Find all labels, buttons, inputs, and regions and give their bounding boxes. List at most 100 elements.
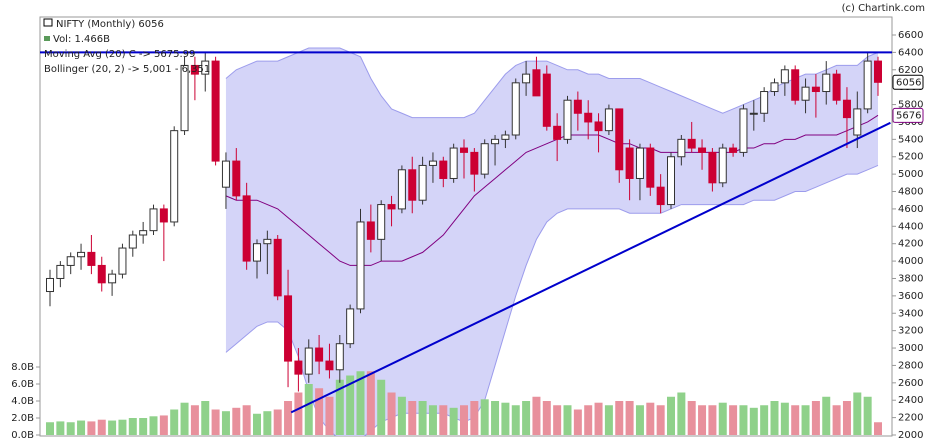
moving-average	[225, 114, 879, 266]
candle-body	[139, 230, 148, 236]
candle-body	[56, 264, 65, 279]
volume-tick-label: 2.0B	[11, 413, 34, 424]
volume-bar	[387, 392, 396, 435]
candle-body	[801, 86, 810, 101]
candle-body	[377, 204, 386, 240]
volume-bar	[221, 411, 230, 435]
candle-body	[635, 147, 644, 179]
candle-body	[46, 277, 54, 293]
y-tick-label: 2000	[898, 430, 923, 438]
volume-bar	[97, 419, 106, 435]
candle-body	[449, 147, 458, 179]
volume-bar	[553, 405, 562, 435]
volume-bar	[346, 375, 355, 435]
candle-body	[170, 130, 179, 223]
volume-bar	[501, 402, 510, 435]
volume-bar	[801, 405, 810, 435]
volume-bar	[522, 401, 531, 435]
y-tick-label: 2400	[898, 395, 923, 406]
volume-bar	[128, 418, 137, 435]
volume-bar	[460, 405, 468, 435]
y-tick-label: 2800	[898, 360, 923, 371]
candle-body	[87, 251, 96, 266]
volume-bar	[739, 405, 748, 435]
volume-bar	[211, 409, 220, 435]
y-tick-label: 4200	[898, 239, 923, 250]
candle-body	[128, 234, 137, 249]
volume-bar	[315, 388, 324, 435]
volume-bar	[335, 379, 344, 435]
legend-bollinger: Bollinger (20, 2) -> 5,001 - 6,351	[44, 64, 210, 75]
y-tick-label: 5000	[898, 169, 923, 180]
y-tick-label: 4800	[898, 187, 923, 198]
volume-bar	[542, 401, 551, 435]
volume-bar	[863, 396, 872, 435]
candle-body	[325, 360, 334, 371]
volume-bar	[615, 401, 624, 435]
volume-bar	[604, 405, 613, 435]
legend-icon	[44, 36, 50, 41]
candle-body	[542, 73, 551, 127]
candle-body	[832, 73, 841, 101]
volume-bar	[149, 416, 158, 435]
candle-body	[304, 347, 313, 375]
candle-body	[770, 82, 779, 93]
candle-body	[221, 160, 230, 188]
volume-bar	[687, 401, 696, 435]
candle-body	[263, 238, 272, 245]
volume-bar	[108, 420, 117, 435]
candle-body	[273, 238, 282, 297]
candle-body	[553, 125, 562, 140]
volume-bar	[232, 407, 241, 435]
volume-bar	[356, 371, 365, 435]
candle-body	[511, 82, 520, 136]
volume-bar	[190, 405, 199, 435]
volume-bar	[656, 405, 665, 435]
volume-bar	[118, 419, 127, 435]
volume-bar	[635, 405, 644, 435]
candle-body	[190, 64, 199, 75]
volume-bar	[449, 407, 458, 435]
candle-body	[698, 147, 707, 153]
bollinger-band	[225, 48, 878, 436]
candle-body	[232, 160, 241, 197]
volume-bar	[180, 402, 189, 435]
volume-bar	[594, 402, 603, 435]
volume-bar	[170, 409, 179, 435]
candle-body	[470, 151, 479, 175]
candle-body	[646, 147, 655, 188]
volume-bar	[273, 409, 282, 435]
volume-bar	[366, 371, 375, 435]
volume-tick-label: 6.0B	[11, 379, 34, 390]
volume-bar	[304, 384, 313, 435]
candle-body	[491, 138, 500, 145]
candle-body	[604, 108, 613, 132]
candle-body	[687, 138, 696, 149]
volume-tick-label: 8.0B	[11, 362, 34, 373]
volume-bar	[397, 396, 406, 435]
y-tick-label: 2600	[898, 378, 923, 389]
candle-body	[428, 160, 437, 166]
volume-bar	[842, 401, 851, 435]
candle-body	[335, 343, 344, 371]
legend: NIFTY (Monthly) 6056 Vol: 1.466B Moving …	[43, 18, 210, 75]
plot-layer	[40, 47, 892, 436]
legend-ma: Moving Avg (20) C -> 5675.99	[44, 49, 195, 60]
y-tick-label: 3400	[898, 308, 923, 319]
volume-tick-label: 0.0B	[11, 430, 34, 438]
volume-bar	[284, 401, 293, 435]
volume-bar	[87, 421, 96, 435]
candle-body	[366, 221, 375, 240]
candle-body	[656, 186, 665, 206]
candle-body	[874, 60, 882, 83]
candle-body	[863, 60, 872, 110]
volume-bar	[563, 405, 572, 435]
candle-body	[677, 138, 686, 158]
volume-tick-label: 4.0B	[11, 396, 34, 407]
volume-bar	[791, 405, 800, 435]
candle-body	[760, 91, 769, 114]
volume-bar	[242, 405, 251, 435]
candle-body	[387, 204, 396, 210]
volume-bar	[749, 407, 758, 435]
